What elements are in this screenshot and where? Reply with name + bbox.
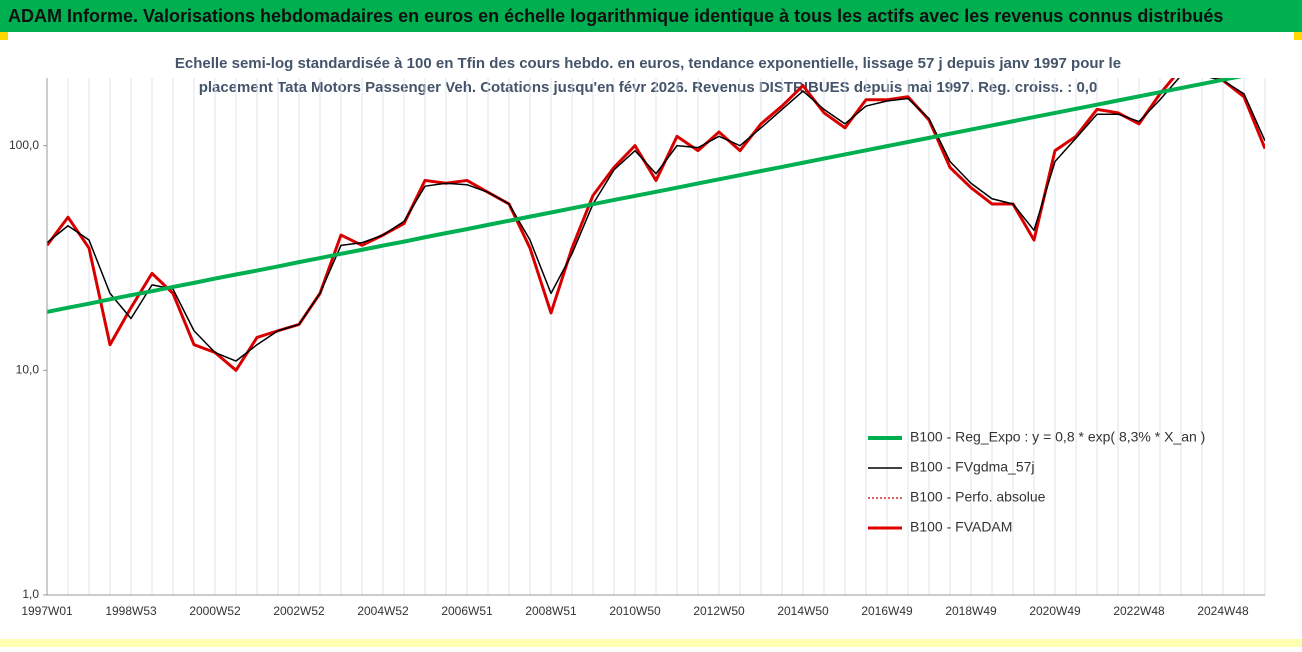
x-tick-label: 2010W50	[609, 604, 661, 618]
legend-label: B100 - FVADAM	[910, 519, 1012, 535]
y-tick-label: 1,0	[22, 587, 39, 601]
legend-label: B100 - FVgdma_57j	[910, 459, 1035, 475]
grid	[46, 78, 1266, 595]
series-line	[47, 78, 1265, 371]
x-tick-label: 2022W48	[1113, 604, 1165, 618]
axes: 1997W01 1998W53 2000W52 2002W52 2004W52 2006W…	[9, 78, 1265, 618]
x-tick-label: 2018W49	[945, 604, 997, 618]
y-tick-label: 100,0	[9, 138, 39, 152]
x-tick-label: 2012W50	[693, 604, 745, 618]
x-tick-label: 2014W50	[777, 604, 829, 618]
x-tick-label: 1997W01	[21, 604, 73, 618]
x-tick-label: 2000W52	[189, 604, 241, 618]
legend-label: B100 - Perfo. absolue	[910, 489, 1046, 505]
series-line	[47, 78, 1243, 314]
y-tick-label: 10,0	[16, 362, 40, 376]
plot	[47, 78, 1265, 372]
corner-mark	[1294, 32, 1302, 40]
series-line	[47, 78, 1265, 362]
corner-mark	[0, 32, 8, 40]
subtitle: placement Tata Motors Passenger Veh. Cot…	[199, 79, 1098, 96]
x-tick-label: 2020W49	[1029, 604, 1081, 618]
x-tick-label: 2006W51	[441, 604, 493, 618]
x-tick-label: 2008W51	[525, 604, 577, 618]
x-tick-label: 1998W53	[105, 604, 157, 618]
header-bar	[0, 0, 1302, 32]
bottom-strip	[0, 639, 1302, 647]
chart-title: ADAM Informe. Valorisations hebdomadaire…	[8, 6, 1223, 26]
x-tick-label: 2024W48	[1197, 604, 1249, 618]
x-tick-label: 2016W49	[861, 604, 913, 618]
legend-label: B100 - Reg_Expo : y = 0,8 * exp( 8,3% * …	[910, 429, 1205, 445]
subtitle: Echelle semi-log standardisée à 100 en T…	[175, 55, 1121, 72]
x-tick-label: 2002W52	[273, 604, 325, 618]
x-tick-label: 2004W52	[357, 604, 409, 618]
